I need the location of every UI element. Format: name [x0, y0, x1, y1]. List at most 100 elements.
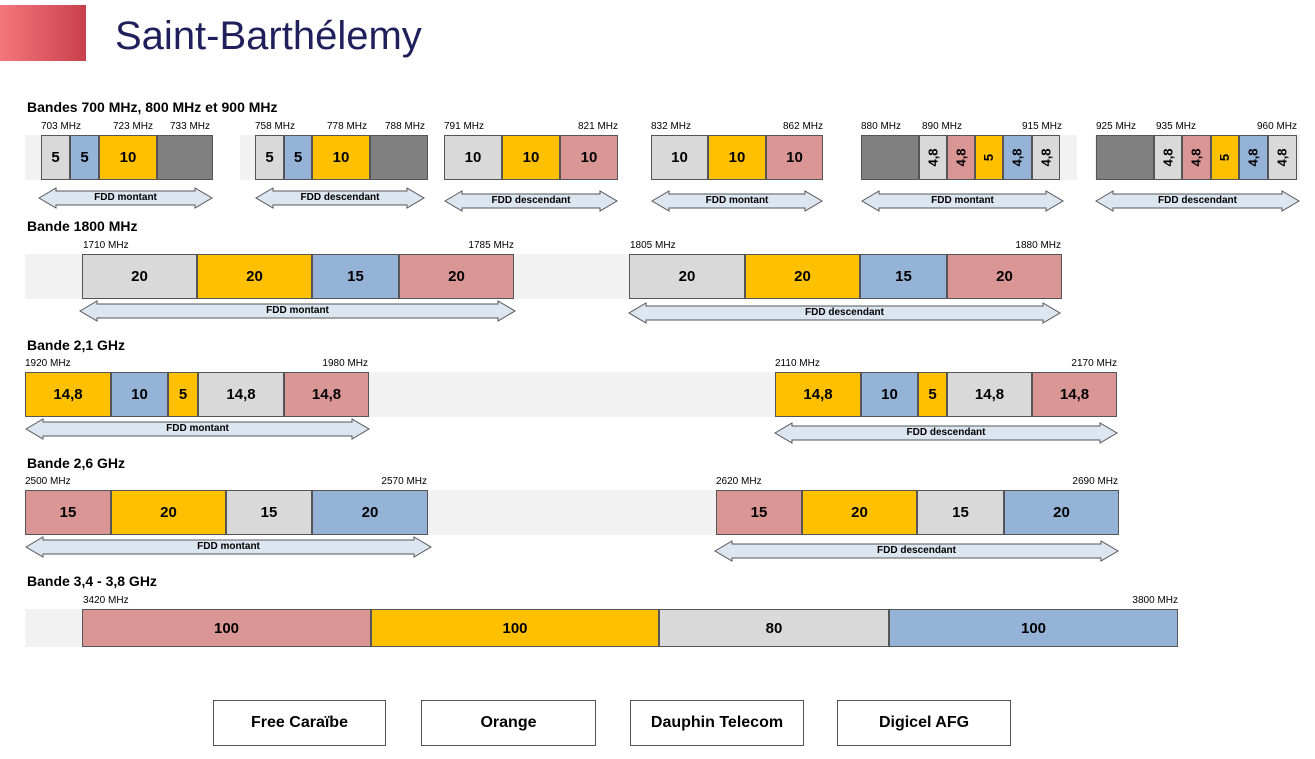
frequency-label: 925 MHz	[1096, 121, 1137, 132]
spectrum-block: 4,8	[919, 135, 947, 180]
spectrum-block-label: 20	[1053, 504, 1070, 521]
frequency-label: 3420 MHz	[83, 595, 129, 606]
frequency-label: 733 MHz	[169, 121, 211, 132]
spectrum-block: 4,8	[1032, 135, 1060, 180]
spectrum-block-label: 15	[59, 504, 77, 521]
spectrum-block-label: 20	[794, 268, 811, 285]
spectrum-block-label: 10	[671, 149, 688, 166]
legend-free-caraibe: Free Caraïbe	[213, 700, 386, 746]
spectrum-block: 14,8	[947, 372, 1032, 417]
spectrum-block-label: 15	[895, 268, 912, 285]
frequency-label: 791 MHz	[444, 121, 485, 132]
frequency-label: 2620 MHz	[716, 476, 762, 487]
fdd-direction-arrow	[25, 536, 432, 558]
spectrum-block: 80	[659, 609, 889, 647]
spectrum-block-label: 5	[178, 386, 188, 403]
spectrum-block-label: 5	[265, 149, 274, 166]
fdd-direction-arrow	[79, 300, 516, 322]
spectrum-block-label: 15	[750, 504, 768, 521]
frequency-label: 821 MHz	[577, 121, 618, 132]
spectrum-block: 5	[255, 135, 284, 180]
arrow-shape	[651, 190, 823, 212]
spectrum-block-label: 14,8	[1059, 386, 1090, 403]
spectrum-block-label: 100	[213, 619, 240, 637]
fdd-arrow-label: FDD descendant	[491, 195, 571, 206]
fdd-direction-arrow	[25, 418, 370, 440]
frequency-label: 832 MHz	[651, 121, 692, 132]
frequency-label: 1785 MHz	[468, 240, 514, 251]
frequency-label: 880 MHz	[861, 121, 902, 132]
spectrum-block-label: 4,8	[1274, 148, 1290, 167]
section-label-2100: Bande 2,1 GHz	[27, 337, 126, 353]
fdd-arrow-label: FDD montant	[94, 192, 157, 203]
spectrum-block-label: 4,8	[1188, 148, 1204, 167]
spectrum-block: 10	[111, 372, 168, 417]
arrow-shape	[25, 418, 370, 440]
title-accent-bar	[0, 5, 86, 61]
spectrum-block: 14,8	[1032, 372, 1117, 417]
spectrum-block-label: 15	[347, 268, 364, 285]
fdd-arrow-label: FDD descendant	[1158, 195, 1237, 206]
frequency-label: 862 MHz	[782, 121, 823, 132]
spectrum-block-label: 20	[448, 268, 465, 285]
frequency-label: 788 MHz	[384, 121, 426, 132]
spectrum-block: 10	[861, 372, 918, 417]
spectrum-block-label: 10	[580, 149, 598, 166]
spectrum-block-label: 100	[1020, 619, 1047, 637]
spectrum-block: 20	[312, 490, 428, 535]
fdd-arrow-label: FDD montant	[931, 195, 994, 206]
fdd-direction-arrow	[1095, 190, 1300, 212]
legend-dauphin-telecom: Dauphin Telecom	[630, 700, 804, 746]
frequency-label: 1710 MHz	[83, 240, 129, 251]
spectrum-block-label: 4,8	[1038, 148, 1054, 167]
spectrum-block: 15	[716, 490, 802, 535]
spectrum-block: 15	[226, 490, 312, 535]
spectrum-block-label: 20	[361, 504, 379, 521]
spectrum-block	[370, 135, 428, 180]
spectrum-block-label: 14,8	[974, 386, 1005, 403]
fdd-arrow-label: FDD descendant	[877, 545, 956, 556]
spectrum-block: 5	[41, 135, 70, 180]
spectrum-block: 14,8	[25, 372, 111, 417]
spectrum-block-label: 20	[131, 268, 148, 285]
spectrum-block-label: 4,8	[1245, 148, 1261, 167]
spectrum-block: 20	[745, 254, 860, 299]
fdd-arrow-label: FDD montant	[266, 305, 329, 316]
frequency-label: 1880 MHz	[1015, 240, 1061, 251]
spectrum-block: 15	[25, 490, 111, 535]
spectrum-block: 10	[312, 135, 370, 180]
legend-label: Free Caraïbe	[251, 714, 348, 731]
spectrum-block-label: 20	[996, 268, 1013, 285]
spectrum-block: 4,8	[1154, 135, 1182, 180]
spectrum-block-label: 15	[952, 504, 969, 521]
spectrum-block-label: 4,8	[953, 148, 969, 167]
spectrum-block-label: 20	[160, 504, 177, 521]
spectrum-block-label: 5	[928, 386, 937, 403]
arrow-shape	[861, 190, 1064, 212]
spectrum-block: 10	[651, 135, 708, 180]
frequency-label: 723 MHz	[112, 121, 154, 132]
spectrum-block-label: 4,8	[1160, 148, 1176, 167]
frequency-label: 935 MHz	[1155, 121, 1197, 132]
frequency-label: 1920 MHz	[25, 358, 71, 369]
fdd-direction-arrow	[255, 187, 425, 209]
spectrum-block: 4,8	[1268, 135, 1297, 180]
fdd-direction-arrow	[38, 187, 213, 209]
spectrum-block	[157, 135, 213, 180]
spectrum-block-label: 10	[881, 386, 898, 403]
page-title: Saint-Barthélemy	[115, 14, 422, 58]
spectrum-block-label: 10	[464, 149, 482, 166]
frequency-label: 960 MHz	[1256, 121, 1297, 132]
spectrum-block: 15	[312, 254, 399, 299]
spectrum-block: 5	[70, 135, 99, 180]
spectrum-block: 14,8	[198, 372, 284, 417]
spectrum-block-label: 5	[981, 153, 997, 162]
fdd-direction-arrow	[444, 190, 618, 212]
arrow-shape	[1095, 190, 1300, 212]
legend-label: Digicel AFG	[878, 714, 970, 731]
legend-label: Dauphin Telecom	[650, 714, 784, 731]
frequency-label: 758 MHz	[255, 121, 296, 132]
fdd-direction-arrow	[628, 302, 1061, 324]
legend-digicel-afg: Digicel AFG	[837, 700, 1011, 746]
spectrum-block: 20	[629, 254, 745, 299]
